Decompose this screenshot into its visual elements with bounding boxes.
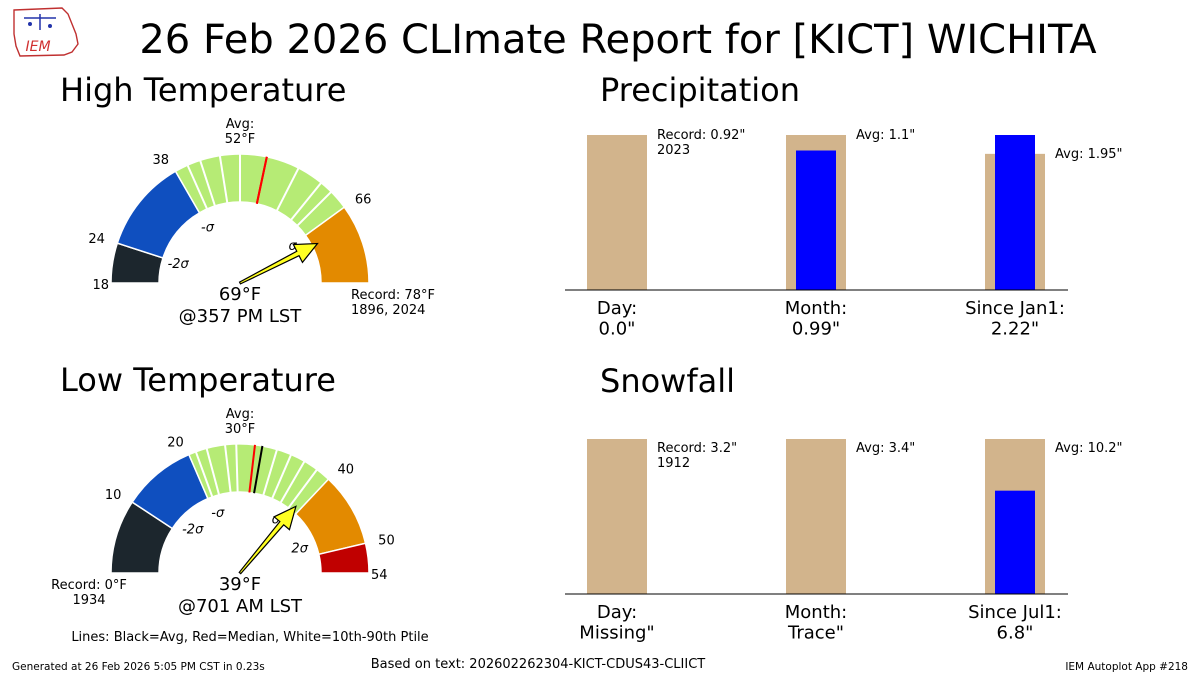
bar-annotation: Record: 0.92" 2023 [657,128,745,158]
bar-annotation: Avg: 1.95" [1055,147,1123,162]
category-label: Day: 0.0" [597,298,637,340]
percentile-line [205,448,221,496]
iem-logo: IEM [13,7,79,57]
gauge-tick-label: 54 [371,568,388,583]
sigma-label: σ [272,513,281,528]
observed-bar [995,490,1035,594]
gauge-tick-label: 10 [105,488,122,503]
gauge-tick-label: 38 [152,153,169,168]
bar-annotation: Avg: 1.1" [856,128,915,143]
gauge-title: High Temperature [60,71,346,109]
bar-annotation: Avg: 10.2" [1055,441,1123,456]
gauge-title: Low Temperature [60,361,336,399]
average-label: Avg: 52°F [225,117,256,147]
observed-value: 69°F [219,284,261,305]
percentile-line [235,444,239,493]
sigma-label: -σ [201,221,215,236]
observed-arrow-icon [238,242,319,285]
record-label: Record: 78°F 1896, 2024 [351,288,435,318]
observed-value: 39°F [219,574,261,595]
sigma-label: -2σ [182,522,204,537]
gauge-tick-label: 66 [355,193,372,208]
median-line [248,444,256,493]
climo-bar [587,439,647,594]
category-label: Since Jan1: 2.22" [965,298,1065,340]
generated-footer: Generated at 26 Feb 2026 5:05 PM CST in … [12,661,265,673]
category-label: Month: 0.99" [785,298,847,340]
low-temperature-gauge: Low Temperature 10 20 40 50 54 -2σ -σ σ 2σ Avg: 30°… [51,361,395,617]
average-line [253,445,264,494]
precipitation-chart: Precipitation Record: 0.92" 2023 Day: 0.0" Av… [565,71,1123,340]
category-label: Since Jul1: 6.8" [968,602,1062,644]
logo-text: IEM [25,39,50,55]
record-label: Record: 0°F 1934 [51,578,127,608]
gauge-tick-label: 50 [378,533,395,548]
observed-time: @701 AM LST [178,596,303,617]
gauge-tick-label: 40 [337,463,354,478]
percentile-line [279,460,306,504]
percentile-line [194,451,214,498]
percentile-line [186,164,208,210]
gauge-tick-label: 18 [92,278,109,293]
iowa-outline-icon [13,7,79,57]
gauge-tick-label: 24 [88,232,105,247]
percentile-line [224,444,232,493]
based-on-footer: Based on text: 202602262304-KICT-CDUS43-… [371,657,706,672]
bar-annotation: Avg: 3.4" [856,441,915,456]
percentile-line [287,468,318,509]
percentile-line [275,167,300,212]
chart-title: Precipitation [600,71,800,109]
observed-bar [796,150,836,290]
climo-bar [786,439,846,594]
average-label: Avg: 30°F [225,407,256,437]
sigma-label: 2σ [291,541,308,556]
high-temperature-gauge: High Temperature 18 24 38 66 -2σ -σ σ Avg: 52°F 69… [60,71,435,327]
sigma-label: -2σ [168,257,190,272]
percentile-line [290,182,322,221]
sigma-label: -σ [211,506,225,521]
observed-arrow-icon [238,505,297,575]
bar-annotation: Record: 3.2" 1912 [657,441,737,471]
sigma-label: σ [288,239,297,254]
category-label: Month: Trace" [785,602,847,644]
observed-time: @357 PM LST [179,306,303,327]
climo-bar [587,135,647,290]
snowfall-chart: Snowfall Record: 3.2" 1912 Day: Missing" Avg:… [565,362,1123,644]
percentile-line [262,449,278,496]
category-label: Day: Missing" [579,602,654,644]
report-title: 26 Feb 2026 CLImate Report for [KICT] WI… [139,17,1097,63]
lines-legend-note: Lines: Black=Avg, Red=Median, White=10th… [71,630,428,645]
app-footer: IEM Autoplot App #218 [1065,661,1188,673]
gauge-tick-label: 20 [167,436,184,451]
percentile-line [218,155,229,204]
gauge-band [317,542,370,574]
percentile-line [199,160,216,207]
average-line [255,156,268,204]
chart-title: Snowfall [600,362,735,400]
observed-bar [995,135,1035,290]
percentile-line [271,454,293,500]
percentile-line [296,191,332,227]
